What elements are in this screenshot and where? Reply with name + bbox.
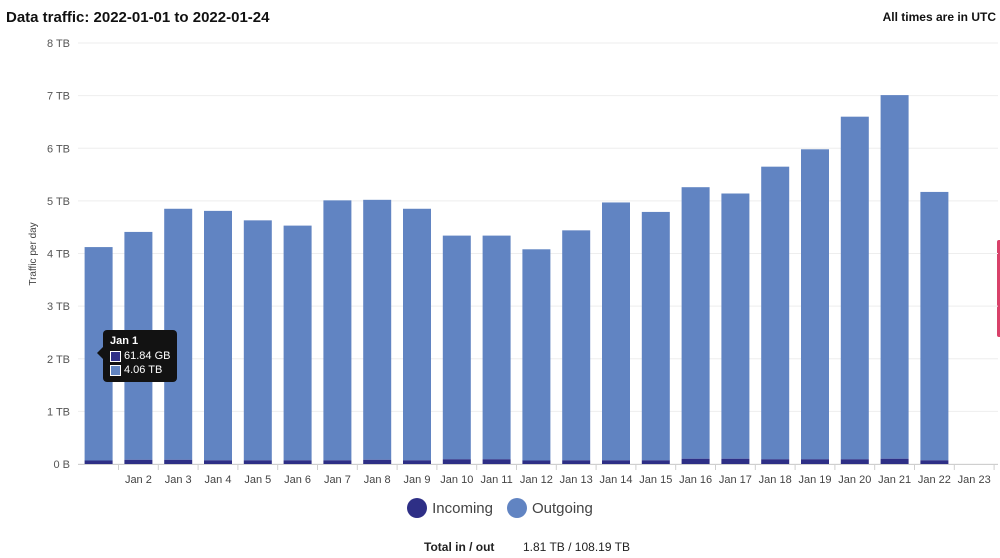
x-tick-label: Jan 5 (244, 474, 271, 486)
x-tick-label: Jan 14 (599, 474, 632, 486)
bar-outgoing (403, 208, 431, 461)
bar-incoming (641, 460, 670, 464)
tooltip-incoming-swatch (110, 350, 121, 362)
y-tick-label: 5 TB (47, 196, 70, 208)
bar-incoming (840, 459, 869, 464)
bar-incoming (164, 459, 193, 464)
scroll-edge-indicator (997, 240, 1000, 337)
x-tick-label: Jan 16 (679, 474, 712, 486)
bar-outgoing (562, 230, 591, 461)
x-tick-label: Jan 6 (284, 474, 311, 486)
x-tick-label: Jan 23 (958, 474, 991, 486)
legend-incoming-marker (407, 498, 428, 518)
bar-incoming (920, 460, 949, 464)
y-tick-label: 6 TB (47, 143, 70, 155)
y-tick-label: 7 TB (47, 91, 70, 103)
bar-tooltip: Jan 1 61.84 GB 4.06 TB (96, 330, 178, 382)
legend-item-incoming[interactable]: Incoming (407, 498, 493, 518)
totals-value: 1.81 TB / 108.19 TB (523, 540, 630, 554)
bar-incoming (761, 459, 790, 464)
x-tick-label: Jan 7 (324, 474, 351, 486)
bar-outgoing (721, 193, 750, 459)
tooltip-outgoing-value: 4.06 TB (124, 364, 163, 376)
bar-outgoing (204, 210, 232, 461)
bar-incoming (442, 459, 471, 464)
bar-outgoing (363, 199, 392, 460)
bar-outgoing (641, 211, 670, 461)
x-tick-label: Jan 10 (440, 474, 473, 486)
bar-incoming (283, 460, 312, 464)
x-tick-label: Jan 20 (838, 474, 871, 486)
tooltip-row-incoming: 61.84 GB (110, 349, 170, 363)
x-tick-label: Jan 2 (125, 474, 152, 486)
bar-outgoing (482, 235, 511, 460)
bar-outgoing (602, 202, 630, 461)
x-tick-label: Jan 11 (480, 474, 512, 486)
bar-outgoing (920, 191, 949, 461)
bar-outgoing (323, 200, 352, 461)
legend: Incoming Outgoing (0, 496, 1000, 520)
traffic-bar-chart: 0 B 1 TB 2 TB 3 TB 4 TB 5 TB 6 TB 7 TB 8 TB Traff… (28, 38, 998, 486)
legend-incoming-label: Incoming (432, 499, 493, 517)
bar-incoming (363, 459, 392, 464)
bar-outgoing (761, 166, 790, 460)
bar-incoming (84, 460, 113, 464)
y-tick-label: 8 TB (47, 38, 70, 50)
x-tick-label: Jan 4 (205, 474, 232, 486)
bar-outgoing (681, 187, 710, 459)
bar-outgoing (243, 220, 272, 461)
bar-outgoing (283, 225, 312, 461)
timezone-note: All times are in UTC (882, 10, 996, 24)
x-tick-label: Jan 15 (639, 474, 672, 486)
totals-label: Total in / out (424, 540, 495, 554)
x-tick-label: Jan 8 (364, 474, 391, 486)
bar-incoming (522, 460, 551, 464)
tooltip-title: Jan 1 (110, 335, 139, 347)
bar-outgoing (880, 95, 909, 459)
bar-incoming (124, 459, 153, 464)
bar-incoming (243, 460, 272, 464)
bar-incoming (323, 460, 352, 464)
tooltip-row-outgoing: 4.06 TB (110, 363, 170, 377)
y-tick-label: 0 B (53, 459, 70, 471)
tooltip-outgoing-swatch (110, 364, 121, 376)
bar-incoming (681, 458, 710, 464)
bar-incoming (482, 459, 511, 464)
x-tick-label: Jan 13 (560, 474, 593, 486)
legend-outgoing-marker (506, 498, 527, 518)
y-axis-label: Traffic per day (28, 222, 39, 285)
y-tick-label: 1 TB (47, 406, 70, 418)
y-tick-label: 4 TB (47, 249, 70, 261)
x-tick-label: Jan 17 (719, 474, 752, 486)
legend-item-outgoing[interactable]: Outgoing (506, 498, 593, 518)
x-tick-label: Jan 21 (878, 474, 911, 486)
x-tick-label: Jan 22 (918, 474, 951, 486)
tooltip-incoming-value: 61.84 GB (124, 350, 171, 362)
bar-incoming (721, 458, 750, 464)
bar-outgoing (522, 249, 551, 461)
x-tick-label: Jan 12 (520, 474, 553, 486)
bar-outgoing (442, 235, 471, 460)
bar-outgoing (801, 149, 829, 460)
y-tick-label: 2 TB (47, 354, 70, 366)
bar-incoming (204, 460, 232, 464)
bar-incoming (403, 460, 431, 464)
x-tick-label: Jan 19 (798, 474, 831, 486)
x-tick-label: Jan 9 (404, 474, 431, 486)
chart-title: Data traffic: 2022-01-01 to 2022-01-24 (6, 9, 270, 26)
y-tick-label: 3 TB (47, 301, 70, 313)
bar-incoming (880, 458, 909, 464)
bar-incoming (562, 460, 591, 464)
x-tick-label: Jan 3 (165, 474, 192, 486)
x-tick-label: Jan 18 (759, 474, 792, 486)
legend-outgoing-label: Outgoing (531, 499, 593, 517)
bar-incoming (801, 459, 829, 464)
bar-incoming (602, 460, 630, 464)
bar-outgoing (840, 116, 869, 460)
